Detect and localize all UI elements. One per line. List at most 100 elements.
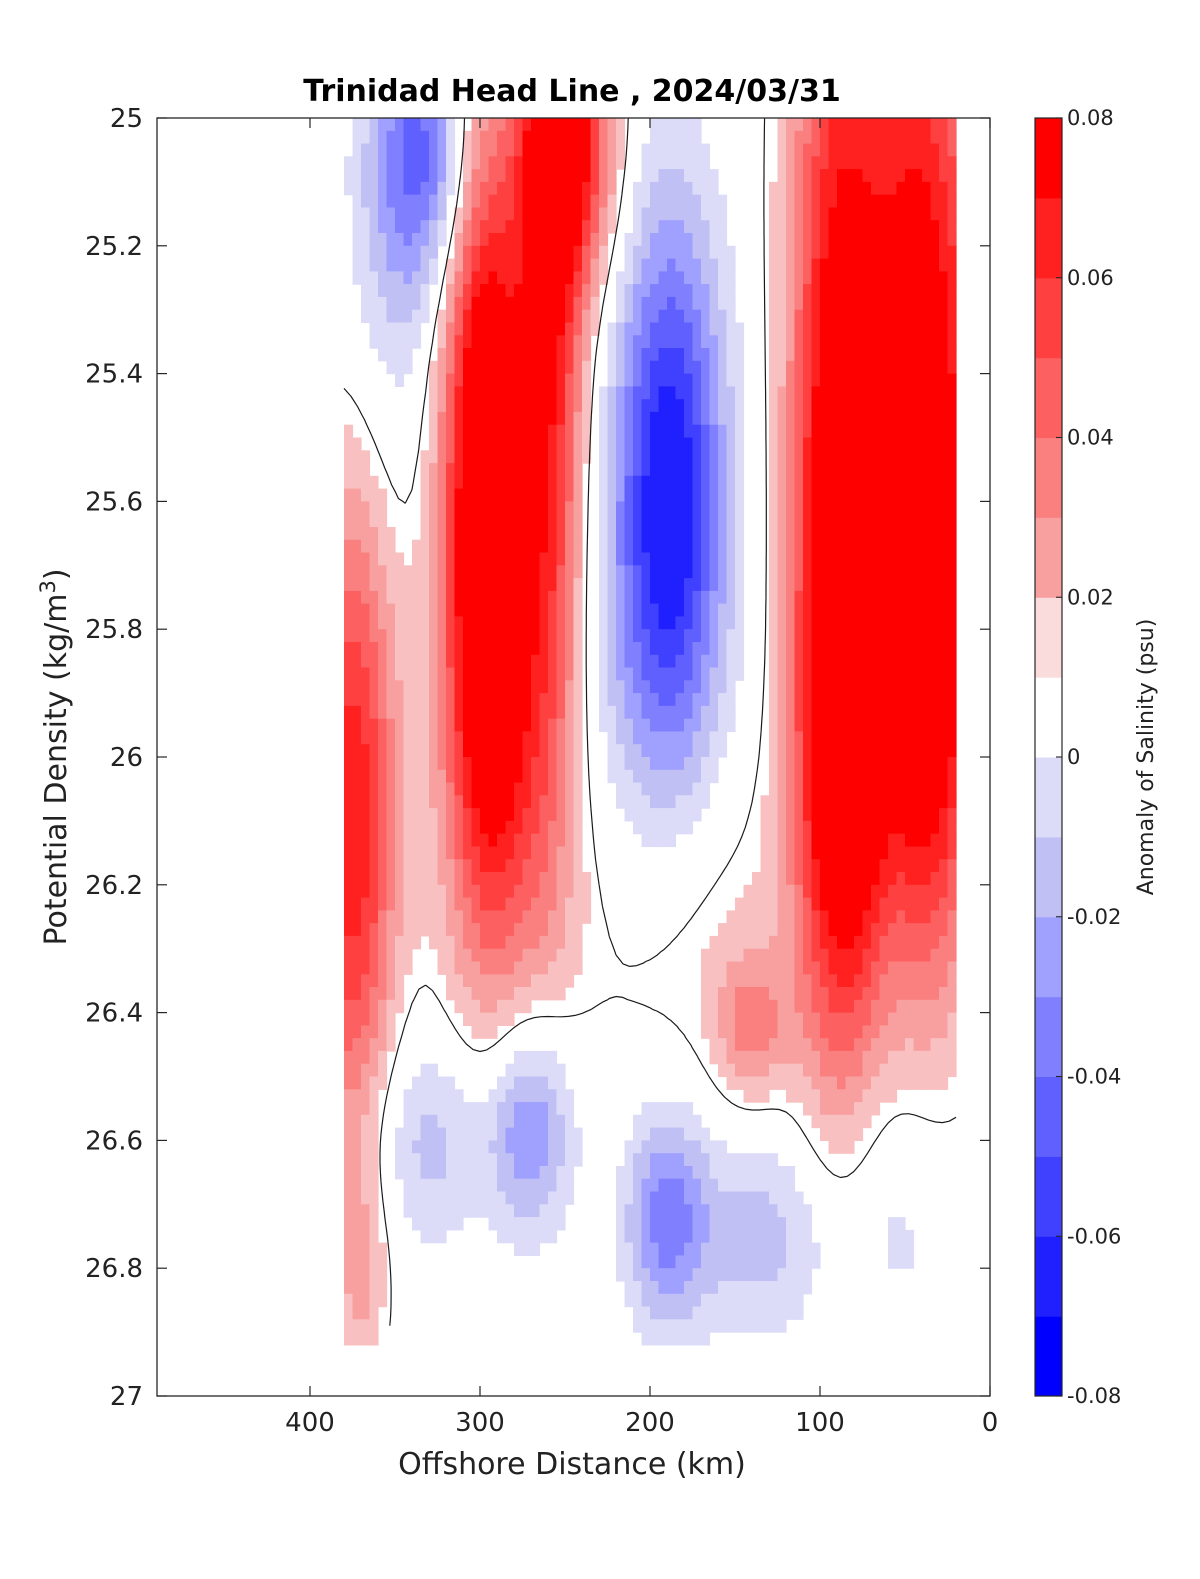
field-cell [463, 1140, 473, 1154]
field-cell [488, 1178, 498, 1193]
field-cell [386, 757, 396, 771]
field-cell [828, 181, 838, 196]
field-cell [803, 603, 813, 617]
field-cell [420, 923, 430, 937]
field-cell [624, 233, 634, 247]
field-cell [429, 859, 439, 873]
field-cell [845, 1038, 855, 1052]
field-cell [709, 987, 719, 1001]
field-cell [488, 718, 498, 733]
field-cell [361, 999, 371, 1014]
field-cell [811, 335, 821, 349]
field-cell [726, 335, 736, 349]
field-cell [463, 1012, 473, 1026]
field-cell [803, 731, 813, 745]
field-cell [344, 565, 354, 579]
field-cell [386, 233, 396, 247]
field-cell [658, 488, 668, 502]
field-cell [522, 974, 532, 988]
field-cell [556, 769, 566, 784]
field-cell [539, 271, 549, 285]
field-cell [820, 769, 830, 784]
field-cell [514, 1242, 524, 1256]
field-cell [862, 782, 872, 796]
field-cell [556, 143, 566, 157]
field-cell [828, 1012, 838, 1026]
field-cell [514, 616, 524, 630]
field-cell [352, 169, 362, 183]
field-cell [344, 156, 354, 170]
field-cell [684, 795, 694, 809]
field-cell [539, 1140, 549, 1154]
field-cell [403, 884, 413, 899]
field-cell [667, 309, 677, 324]
field-cell [811, 437, 821, 451]
field-cell [871, 360, 881, 375]
field-cell [556, 1204, 566, 1218]
field-cell [896, 629, 906, 643]
field-cell [905, 1076, 915, 1090]
field-cell [539, 782, 549, 796]
field-cell [658, 578, 668, 592]
field-cell [845, 782, 855, 796]
field-cell [633, 1242, 643, 1256]
field-cell [820, 833, 830, 848]
field-cell [437, 1089, 447, 1103]
field-cell [709, 961, 719, 975]
field-cell [514, 348, 524, 362]
field-cell [403, 718, 413, 733]
field-cell [922, 514, 932, 528]
field-cell [658, 309, 668, 324]
field-cell [854, 565, 864, 579]
field-cell [718, 194, 728, 209]
field-cell [556, 782, 566, 796]
field-cell [820, 872, 830, 886]
field-cell [565, 245, 575, 260]
field-cell [905, 156, 915, 170]
field-cell [344, 1191, 354, 1205]
field-cell [403, 782, 413, 796]
field-cell [539, 488, 549, 502]
field-cell [888, 309, 898, 324]
field-cell [429, 1140, 439, 1154]
field-cell [573, 1140, 583, 1154]
field-cell [692, 386, 702, 400]
field-cell [395, 859, 405, 873]
field-cell [420, 194, 430, 209]
field-cell [454, 399, 464, 413]
field-cell [471, 833, 481, 848]
field-cell [488, 411, 498, 426]
field-cell [684, 680, 694, 694]
field-cell [633, 1166, 643, 1180]
field-cell [896, 808, 906, 822]
field-cell [446, 884, 456, 899]
field-cell [463, 450, 473, 464]
field-cell [854, 348, 864, 362]
field-cell [633, 642, 643, 656]
field-cell [879, 808, 889, 822]
field-cell [845, 859, 855, 873]
field-cell [718, 680, 728, 694]
field-cell [769, 744, 779, 758]
field-cell [658, 1217, 668, 1231]
field-cell [522, 590, 532, 605]
field-cell [913, 948, 923, 963]
field-cell [565, 386, 575, 400]
field-cell [437, 859, 447, 873]
field-cell [760, 1191, 770, 1205]
field-cell [896, 897, 906, 911]
field-cell [777, 424, 787, 439]
field-cell [803, 923, 813, 937]
field-cell [684, 1306, 694, 1320]
field-cell [463, 590, 473, 605]
field-cell [650, 1127, 660, 1141]
field-cell [548, 335, 558, 349]
field-cell [888, 463, 898, 477]
field-cell [820, 360, 830, 375]
field-cell [488, 629, 498, 643]
field-cell [454, 450, 464, 464]
field-cell [429, 820, 439, 835]
field-cell [454, 820, 464, 835]
field-cell [667, 757, 677, 771]
field-cell [403, 1127, 413, 1141]
